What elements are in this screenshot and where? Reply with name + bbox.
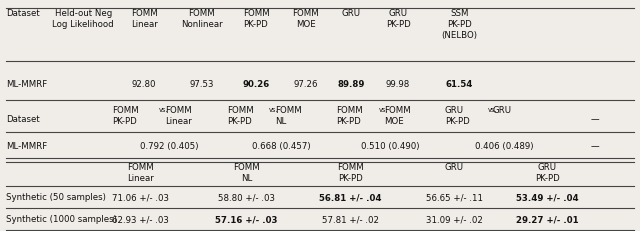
Text: 57.81 +/- .02: 57.81 +/- .02 [322,216,380,224]
Text: 71.06 +/- .03: 71.06 +/- .03 [112,193,170,202]
Text: FOMM
Linear: FOMM Linear [127,163,154,182]
Text: Held-out Neg
Log Likelihood: Held-out Neg Log Likelihood [52,9,114,29]
Text: GRU
PK-PD: GRU PK-PD [386,9,410,29]
Text: Dataset: Dataset [6,9,40,18]
Text: FOMM
Linear: FOMM Linear [165,106,192,125]
Text: 97.53: 97.53 [189,80,214,89]
Text: vs.: vs. [379,107,388,113]
Text: 97.26: 97.26 [294,80,318,89]
Text: 62.93 +/- .03: 62.93 +/- .03 [113,216,169,224]
Text: 0.668 (0.457): 0.668 (0.457) [252,142,311,151]
Text: 56.81 +/- .04: 56.81 +/- .04 [319,193,382,202]
Text: vs.: vs. [488,107,497,113]
Text: FOMM
PK-PD: FOMM PK-PD [337,163,364,182]
Text: 53.49 +/- .04: 53.49 +/- .04 [516,193,579,202]
Text: FOMM
Nonlinear: FOMM Nonlinear [180,9,223,29]
Text: FOMM
PK-PD: FOMM PK-PD [243,9,269,29]
Text: 92.80: 92.80 [132,80,156,89]
Text: 57.16 +/- .03: 57.16 +/- .03 [215,216,278,224]
Text: FOMM
MOE: FOMM MOE [292,9,319,29]
Text: GRU: GRU [445,163,464,172]
Text: 31.09 +/- .02: 31.09 +/- .02 [426,216,483,224]
Text: Synthetic (50 samples): Synthetic (50 samples) [6,193,106,202]
Text: FOMM
PK-PD: FOMM PK-PD [336,106,363,125]
Text: 89.89: 89.89 [337,80,364,89]
Text: 56.65 +/- .11: 56.65 +/- .11 [426,193,483,202]
Text: ML-MMRF: ML-MMRF [6,80,47,89]
Text: GRU
PK-PD: GRU PK-PD [445,106,470,125]
Text: 90.26: 90.26 [243,80,269,89]
Text: vs.: vs. [159,107,168,113]
Text: 99.98: 99.98 [386,80,410,89]
Text: 61.54: 61.54 [446,80,473,89]
Text: FOMM
NL: FOMM NL [233,163,260,182]
Text: 29.27 +/- .01: 29.27 +/- .01 [516,216,579,224]
Text: ML-MMRF: ML-MMRF [6,142,47,151]
Text: FOMM
Linear: FOMM Linear [131,9,157,29]
Text: FOMM
MOE: FOMM MOE [384,106,411,125]
Text: 58.80 +/- .03: 58.80 +/- .03 [218,193,275,202]
Text: SSM
PK-PD
(NELBO): SSM PK-PD (NELBO) [442,9,477,40]
Text: GRU
PK-PD: GRU PK-PD [535,163,559,182]
Text: Synthetic (1000 samples): Synthetic (1000 samples) [6,216,117,224]
Text: Dataset: Dataset [6,115,40,124]
Text: 0.510 (0.490): 0.510 (0.490) [361,142,420,151]
Text: —: — [591,142,600,151]
Text: 0.406 (0.489): 0.406 (0.489) [475,142,533,151]
Text: 0.792 (0.405): 0.792 (0.405) [140,142,199,151]
Text: vs.: vs. [269,107,278,113]
Text: FOMM
NL: FOMM NL [275,106,302,125]
Text: —: — [591,115,600,124]
Text: FOMM
PK-PD: FOMM PK-PD [227,106,254,125]
Text: FOMM
PK-PD: FOMM PK-PD [112,106,139,125]
Text: GRU: GRU [493,106,512,115]
Text: GRU: GRU [341,9,360,18]
